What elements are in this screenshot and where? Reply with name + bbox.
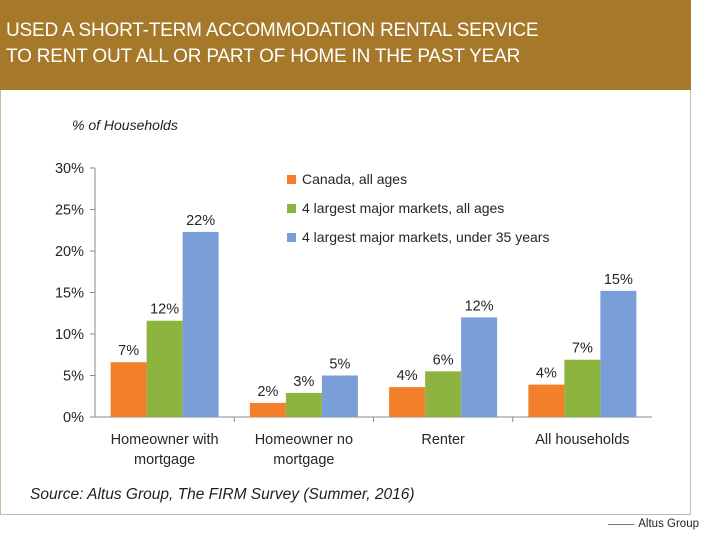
bar bbox=[321, 375, 358, 417]
x-tick-label: Homeowner no bbox=[255, 432, 353, 448]
bar bbox=[182, 231, 219, 417]
legend-swatch bbox=[287, 204, 296, 213]
credit-divider bbox=[608, 523, 635, 525]
data-label: 15% bbox=[604, 272, 633, 288]
chart-title-line-2: TO RENT OUT ALL OR PART OF HOME IN THE P… bbox=[6, 46, 521, 67]
data-label: 3% bbox=[293, 374, 314, 390]
source-note: Source: Altus Group, The FIRM Survey (Su… bbox=[30, 486, 415, 503]
data-label: 22% bbox=[186, 213, 215, 229]
data-label: 5% bbox=[329, 357, 350, 373]
y-tick-label: 15% bbox=[55, 286, 84, 302]
data-label: 2% bbox=[257, 384, 278, 400]
x-tick-label: All households bbox=[535, 432, 629, 448]
x-tick-label: mortgage bbox=[273, 452, 334, 468]
legend-label: 4 largest major markets, all ages bbox=[302, 200, 504, 216]
bar bbox=[461, 317, 498, 417]
data-label: 12% bbox=[465, 298, 494, 314]
legend-label: 4 largest major markets, under 35 years bbox=[302, 229, 549, 245]
bar bbox=[528, 384, 565, 417]
bar bbox=[146, 320, 183, 417]
y-tick-label: 20% bbox=[55, 244, 84, 260]
data-label: 4% bbox=[536, 366, 557, 382]
x-tick-label: Homeowner with bbox=[111, 432, 219, 448]
data-label: 12% bbox=[150, 302, 179, 318]
y-tick-label: 25% bbox=[55, 203, 84, 219]
x-tick-label: mortgage bbox=[134, 452, 195, 468]
data-label: 4% bbox=[397, 368, 418, 384]
legend-label: Canada, all ages bbox=[302, 171, 407, 187]
data-label: 7% bbox=[118, 343, 139, 359]
bar bbox=[285, 392, 322, 417]
bar bbox=[110, 362, 147, 417]
data-label: 6% bbox=[433, 352, 454, 368]
bar bbox=[600, 290, 637, 417]
x-tick-label: Renter bbox=[421, 432, 465, 448]
data-label: 7% bbox=[572, 341, 593, 357]
legend-swatch bbox=[287, 175, 296, 184]
image-credit: Altus Group bbox=[608, 518, 699, 530]
bar bbox=[249, 402, 286, 417]
y-tick-label: 5% bbox=[63, 369, 84, 385]
y-axis-label: % of Households bbox=[72, 117, 178, 133]
bar bbox=[425, 371, 462, 417]
y-tick-label: 0% bbox=[63, 410, 84, 426]
legend-swatch bbox=[287, 233, 296, 242]
y-tick-label: 30% bbox=[55, 161, 84, 177]
bar bbox=[564, 359, 601, 417]
chart-title-line-1: USED A SHORT-TERM ACCOMMODATION RENTAL S… bbox=[6, 20, 539, 41]
credit-text: Altus Group bbox=[638, 518, 699, 530]
bar bbox=[389, 387, 426, 417]
title-bar: USED A SHORT-TERM ACCOMMODATION RENTAL S… bbox=[0, 0, 691, 90]
y-tick-label: 10% bbox=[55, 327, 84, 343]
